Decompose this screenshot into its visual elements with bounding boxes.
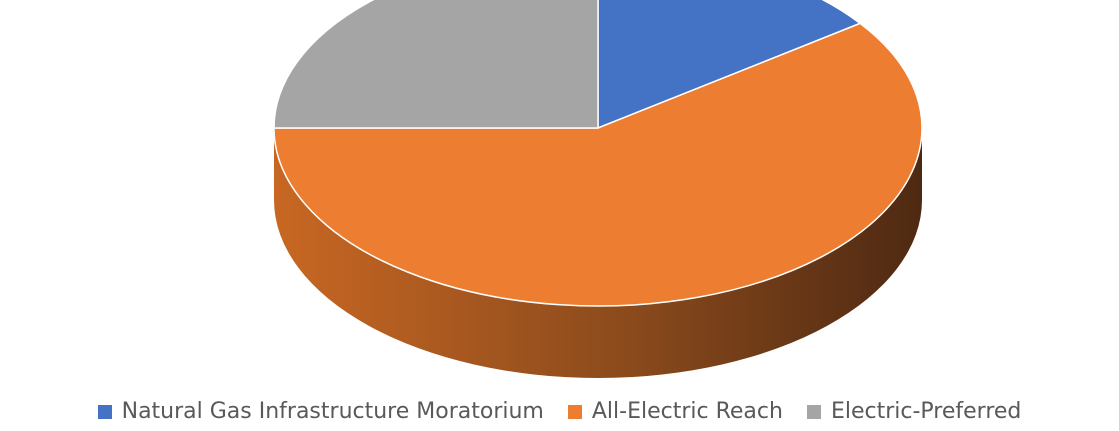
- legend-swatch-natural-gas-infrastructure-moratorium: [97, 405, 112, 419]
- legend-item-electric-preferred: Electric-Preferred: [806, 399, 1022, 424]
- slice-natural-gas-infrastructure-moratorium: [597, 0, 861, 129]
- legend: Natural Gas Infrastructure Moratorium Al…: [0, 396, 1119, 428]
- slice-electric-preferred: [273, 0, 599, 129]
- legend-label-electric-preferred: Electric-Preferred: [830, 399, 1022, 424]
- slice-all-electric-reach: [273, 22, 923, 307]
- legend-item-all-electric-reach: All-Electric Reach: [567, 399, 783, 424]
- legend-label-all-electric-reach: All-Electric Reach: [591, 399, 783, 424]
- pie-layer: [273, 0, 923, 378]
- legend-item-natural-gas-infrastructure-moratorium: Natural Gas Infrastructure Moratorium: [97, 399, 544, 424]
- legend-swatch-all-electric-reach: [567, 405, 582, 419]
- slice-side-all-electric-reach: [274, 128, 922, 378]
- legend-swatch-electric-preferred: [806, 405, 821, 419]
- legend-label-natural-gas-infrastructure-moratorium: Natural Gas Infrastructure Moratorium: [121, 399, 544, 424]
